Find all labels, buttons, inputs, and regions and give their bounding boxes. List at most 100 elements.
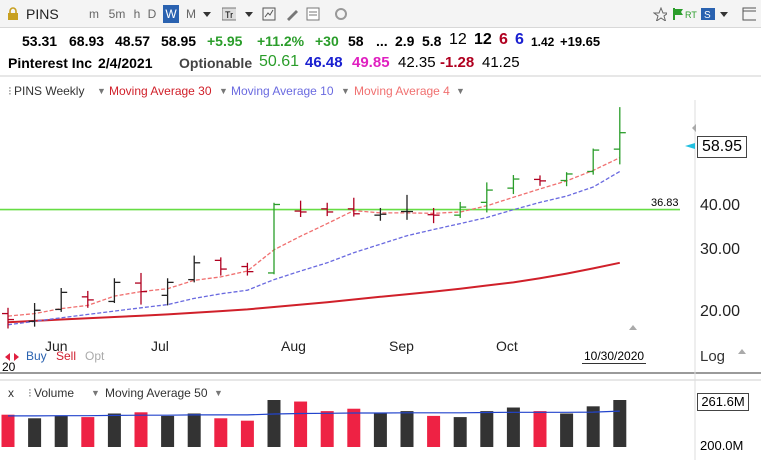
volume-bar[interactable] — [427, 415, 441, 447]
timeframe-5m[interactable]: 5m — [108, 7, 126, 21]
volume-bar[interactable] — [453, 417, 467, 447]
volume-bar[interactable] — [81, 417, 95, 447]
quote-close: 58.95 — [161, 33, 197, 49]
volume-label[interactable]: Volume — [34, 386, 75, 400]
ma10-line[interactable] — [7, 170, 621, 326]
legend-ma4-dropdown-icon[interactable]: ▼ — [456, 86, 465, 96]
scale-handle-icon[interactable] — [738, 349, 746, 354]
ohlc-bar[interactable] — [321, 202, 334, 217]
ohlc-bar[interactable] — [241, 262, 254, 276]
ohlc-bar[interactable] — [613, 107, 626, 165]
volume-ma-dropdown-icon[interactable]: ▼ — [214, 388, 223, 398]
settings-icon[interactable] — [334, 7, 348, 21]
timeframe-d[interactable]: D — [147, 7, 157, 21]
lock-icon[interactable] — [6, 7, 20, 21]
volume-bar[interactable] — [267, 400, 281, 447]
ohlc-bar[interactable] — [454, 201, 467, 218]
legend-ma30-dropdown-icon[interactable]: ▼ — [219, 86, 228, 96]
volume-bar[interactable] — [613, 400, 627, 447]
ohlc-bar[interactable] — [507, 175, 520, 195]
ohlc-bar[interactable] — [480, 182, 493, 213]
realtime-icon[interactable]: RT — [685, 7, 699, 21]
alert-flag-icon[interactable] — [672, 7, 686, 21]
scan-icon[interactable]: S — [701, 7, 715, 21]
volume-bar[interactable] — [400, 411, 414, 447]
ma30-line[interactable] — [7, 261, 621, 324]
volume-dropdown-icon[interactable]: ▼ — [91, 388, 100, 398]
volume-bar[interactable] — [533, 411, 547, 447]
ohlc-bar[interactable] — [135, 272, 147, 305]
ma4-line[interactable] — [7, 157, 621, 317]
legend-ma10-dropdown-icon[interactable]: ▼ — [341, 86, 350, 96]
ohlc-bar[interactable] — [401, 194, 413, 220]
ohlc-bar[interactable] — [534, 175, 546, 186]
scroll-up-arrow-icon[interactable] — [692, 124, 696, 132]
log-scale-toggle[interactable]: Log — [700, 348, 726, 365]
indicators-icon[interactable] — [262, 7, 276, 21]
ohlc-bar[interactable] — [81, 290, 94, 308]
volume-bar[interactable] — [54, 415, 68, 447]
volume-bar[interactable] — [107, 413, 121, 448]
volume-ma50-line[interactable] — [8, 410, 620, 417]
volume-bar[interactable] — [294, 401, 308, 447]
volume-bar[interactable] — [506, 407, 520, 447]
volume-bar[interactable] — [320, 411, 334, 447]
ohlc-bar[interactable] — [214, 257, 227, 276]
quote-change: +5.95 — [207, 33, 243, 49]
ohlc-bar[interactable] — [347, 197, 360, 217]
ohlc-bar[interactable] — [55, 288, 68, 312]
ohlc-bar[interactable] — [427, 207, 440, 224]
option-button[interactable]: Opt — [85, 349, 105, 363]
volume-bar[interactable] — [134, 412, 148, 447]
buy-button[interactable]: Buy — [26, 349, 47, 363]
volume-ma-label[interactable]: Moving Average 50 — [105, 386, 208, 400]
timeframe-mo[interactable]: M — [186, 7, 196, 21]
ohlc-bar[interactable] — [188, 255, 201, 283]
window-icon[interactable] — [742, 7, 756, 21]
timeframe-m[interactable]: m — [89, 7, 99, 21]
chart-type-icon[interactable]: Tr — [222, 7, 236, 21]
volume-bar[interactable] — [187, 413, 201, 448]
volume-bar[interactable] — [373, 413, 387, 448]
ohlc-bar[interactable] — [374, 207, 387, 221]
favorite-star-icon[interactable] — [653, 7, 667, 21]
legend-drag-handle-icon[interactable]: ⁝ — [8, 84, 12, 98]
scan-dropdown-icon[interactable] — [719, 7, 733, 21]
notes-icon[interactable] — [306, 7, 320, 21]
timeframe-w[interactable]: W — [163, 5, 179, 23]
timeframe-dropdown-icon[interactable] — [202, 7, 216, 21]
legend-ma30[interactable]: Moving Average 30 — [109, 84, 212, 98]
volume-bar[interactable] — [586, 406, 600, 447]
timeframe-h[interactable]: h — [133, 7, 141, 21]
volume-bar[interactable] — [1, 414, 15, 447]
volume-bar[interactable] — [214, 418, 228, 447]
ohlc-bar[interactable] — [2, 307, 14, 329]
ohlc-bar[interactable] — [560, 172, 573, 187]
draw-pencil-icon[interactable] — [285, 7, 299, 21]
ohlc-bar[interactable] — [108, 278, 121, 304]
volume-bar[interactable] — [240, 420, 254, 447]
volume-close-icon[interactable]: x — [8, 386, 14, 400]
ohlc-bar[interactable] — [28, 303, 41, 327]
volume-bar[interactable] — [28, 418, 42, 447]
sell-button[interactable]: Sell — [56, 349, 77, 363]
ohlc-bar[interactable] — [161, 278, 174, 306]
volume-bar[interactable] — [161, 415, 175, 447]
legend-ma10[interactable]: Moving Average 10 — [231, 84, 334, 98]
volume-bar[interactable] — [560, 413, 574, 448]
legend-ma4[interactable]: Moving Average 4 — [354, 84, 450, 98]
chart-scroll-handle-icon[interactable] — [629, 325, 637, 330]
optionable-label: Optionable — [179, 55, 253, 71]
chart-type-dropdown-icon[interactable] — [243, 7, 257, 21]
symbol-input[interactable]: PINS — [26, 6, 59, 22]
legend-series[interactable]: PINS Weekly — [14, 84, 85, 98]
volume-bar[interactable] — [347, 408, 361, 447]
volume-drag-handle-icon[interactable]: ⁝ — [28, 386, 32, 400]
volume-bar[interactable] — [480, 411, 494, 447]
ohlc-bar[interactable] — [587, 148, 600, 175]
ohlc-bar[interactable] — [268, 202, 280, 275]
ohlc-bar[interactable] — [294, 200, 307, 218]
trade-arrows-icon[interactable] — [4, 352, 20, 362]
legend-series-dropdown-icon[interactable]: ▼ — [97, 86, 106, 96]
